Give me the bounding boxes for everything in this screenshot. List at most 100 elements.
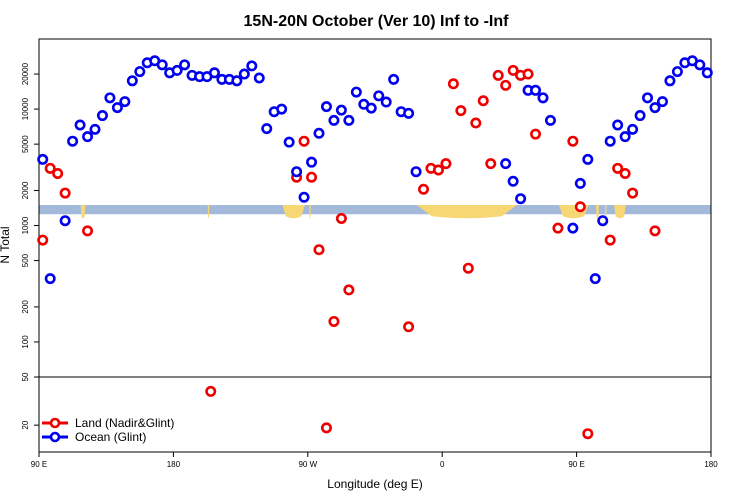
data-points [37, 55, 713, 440]
y-axis-label: N Total [0, 226, 12, 263]
ocean-point [320, 101, 332, 113]
x-tick-label: 90 E [568, 460, 584, 469]
land-point [44, 162, 56, 174]
land-point [612, 162, 624, 174]
land-point [485, 158, 497, 170]
ocean-point [589, 273, 601, 285]
legend-label-land: Land (Nadir&Glint) [75, 416, 174, 430]
ocean-point [238, 68, 250, 80]
land-point [343, 284, 355, 296]
ocean-point [246, 60, 258, 72]
lower-panel-frame [38, 376, 712, 453]
legend-label-ocean: Ocean (Glint) [75, 430, 146, 444]
ocean-point [111, 102, 123, 114]
ocean-point [231, 75, 243, 87]
land-point [37, 234, 49, 246]
land-point [619, 167, 631, 179]
land-point [432, 164, 444, 176]
y-tick-label: 20000 [21, 62, 30, 85]
land-region [207, 205, 210, 219]
land-point [403, 321, 415, 333]
land-point [627, 187, 639, 199]
ocean-point [373, 90, 385, 102]
land-point [52, 167, 64, 179]
ocean-point [335, 104, 347, 116]
ocean-point [89, 123, 101, 135]
ocean-point [597, 215, 609, 227]
land-point [567, 135, 579, 147]
land-point [582, 428, 594, 440]
x-tick-label: 180 [167, 460, 181, 469]
land-point [522, 68, 534, 80]
land-point [306, 171, 318, 183]
land-region [282, 205, 305, 219]
x-tick-label: 0 [440, 460, 445, 469]
ocean-point [582, 153, 594, 165]
ocean-point [208, 67, 220, 79]
ocean-point [126, 75, 138, 87]
y-tick-label: 200 [21, 300, 30, 314]
land-point [335, 212, 347, 224]
ocean-point [179, 59, 191, 71]
plot-frames [38, 38, 712, 453]
ocean-point [500, 158, 512, 170]
y-tick-label: 50 [21, 372, 30, 381]
ocean-point [119, 96, 131, 108]
ocean-point [515, 193, 527, 205]
land-point [418, 183, 430, 195]
ocean-point [328, 114, 340, 126]
ocean-point [507, 175, 519, 187]
land-region [604, 205, 607, 219]
land-point [530, 128, 542, 140]
land-region [596, 205, 599, 219]
chart-title: 15N-20N October (Ver 10) Inf to -Inf [244, 13, 510, 30]
ocean-point [74, 119, 86, 131]
land-point [507, 64, 519, 76]
ocean-point [410, 166, 422, 178]
ocean-point [388, 73, 400, 85]
y-tick-label: 100 [21, 335, 30, 349]
land-point [462, 262, 474, 274]
ocean-point [544, 114, 556, 126]
land-region [613, 205, 626, 219]
ocean-point [291, 166, 303, 178]
ocean-point [664, 75, 676, 87]
land-point [320, 422, 332, 434]
ocean-point [276, 103, 288, 115]
ocean-point [104, 92, 116, 104]
ocean-point [574, 177, 586, 189]
y-tick-label: 20 [21, 420, 30, 429]
ocean-point [612, 119, 624, 131]
ocean-band [39, 205, 711, 215]
y-tick-label: 1000 [21, 216, 30, 234]
ocean-point [694, 59, 706, 71]
land-point [604, 234, 616, 246]
ocean-point [530, 84, 542, 96]
ocean-point [627, 123, 639, 135]
ocean-point [82, 131, 94, 143]
land-point [440, 158, 452, 170]
land-point [447, 78, 459, 90]
land-region [416, 205, 517, 219]
land-region [309, 205, 311, 219]
ocean-point [37, 153, 49, 165]
land-point [328, 315, 340, 327]
land-band [39, 205, 711, 219]
ocean-point [134, 66, 146, 78]
land-point [82, 225, 94, 237]
ocean-point [649, 102, 661, 114]
y-tick-label: 10000 [21, 97, 30, 120]
y-tick-label: 500 [21, 253, 30, 267]
ocean-point [634, 110, 646, 122]
ocean-point [604, 135, 616, 147]
land-point [552, 222, 564, 234]
x-axis-label: Longitude (deg E) [327, 477, 422, 491]
ocean-point [380, 96, 392, 108]
land-region [80, 205, 86, 219]
land-point [500, 79, 512, 91]
land-point [59, 187, 71, 199]
ocean-point [306, 156, 318, 168]
ocean-point [403, 107, 415, 119]
x-tick-label: 180 [704, 460, 718, 469]
ocean-point [656, 96, 668, 108]
